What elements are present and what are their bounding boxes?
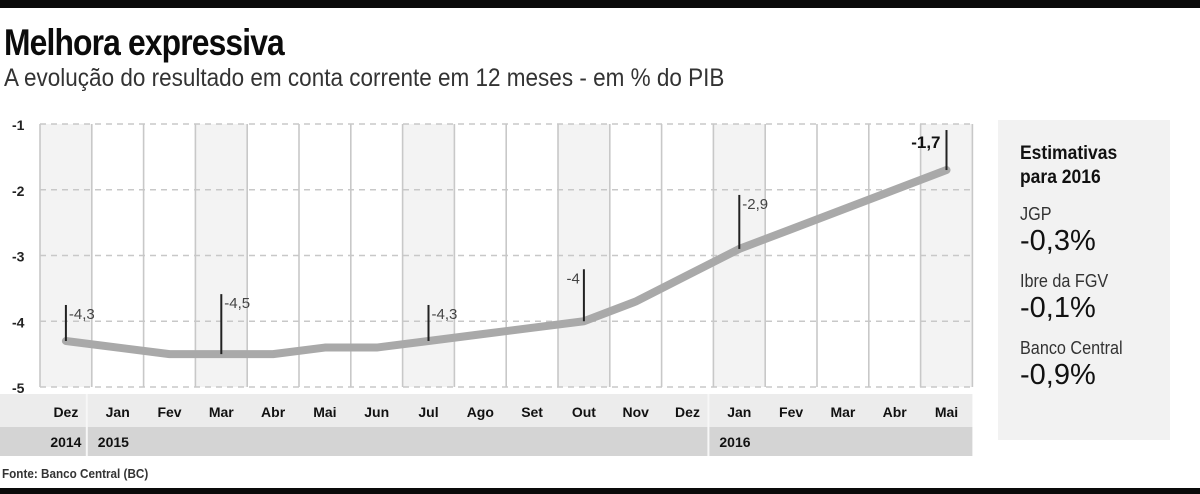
month-label: Mai: [935, 404, 958, 420]
y-tick-label: -4: [12, 314, 25, 330]
month-label: Mar: [830, 404, 855, 420]
month-label: Dez: [675, 404, 700, 420]
data-label: -4: [567, 270, 580, 287]
estimates-title-line2: para 2016: [1020, 167, 1101, 188]
estimate-item-jgp: JGP -0,3%: [1020, 204, 1170, 257]
month-band: [0, 394, 973, 427]
month-label: Fev: [779, 404, 803, 420]
month-label: Jun: [364, 404, 389, 420]
month-label: Mar: [209, 404, 234, 420]
chart-canvas: -1 -2 -3 -4 -5 Dez Jan Fev Mar Abr Mai Jun Jul Ago Set…: [0, 117, 974, 456]
estimate-value: -0,3%: [1020, 225, 1096, 257]
month-label: Jul: [418, 404, 438, 420]
estimate-label: JGP: [1020, 204, 1052, 224]
chart-title: Melhora expressiva: [4, 22, 285, 63]
estimates-title-line1: Estimativas: [1020, 143, 1118, 164]
data-line: [61, 166, 951, 359]
data-label: -4,3: [432, 306, 458, 323]
data-label: -1,7: [911, 133, 940, 152]
data-label: -2,9: [742, 196, 768, 213]
month-label: Jan: [727, 404, 751, 420]
month-label: Nov: [622, 404, 649, 420]
top-border-bar: [0, 0, 1200, 8]
line-chart: -1 -2 -3 -4 -5 Dez Jan Fev Mar Abr Mai Jun Jul Ago Set…: [0, 110, 980, 460]
year-label: 2015: [98, 434, 129, 450]
chart-subtitle: A evolução do resultado em conta corrent…: [4, 64, 725, 92]
y-tick-label: -1: [12, 117, 25, 133]
month-label: Dez: [53, 404, 78, 420]
estimate-value: -0,9%: [1020, 359, 1096, 391]
estimates-panel: Estimativas para 2016 JGP -0,3% Ibre da …: [998, 120, 1170, 440]
month-label: Abr: [883, 404, 908, 420]
year-band: [0, 427, 973, 456]
month-label: Fev: [157, 404, 181, 420]
data-label: -4,3: [69, 306, 95, 323]
y-tick-label: -3: [12, 249, 25, 265]
month-label: Out: [572, 404, 596, 420]
month-label: Set: [521, 404, 543, 420]
month-label: Abr: [261, 404, 286, 420]
data-label: -4,5: [224, 295, 250, 312]
estimate-label: Banco Central: [1020, 338, 1123, 358]
month-label: Mai: [313, 404, 336, 420]
year-label: 2016: [719, 434, 750, 450]
month-label: Ago: [467, 404, 494, 420]
estimate-value: -0,1%: [1020, 292, 1096, 324]
source-note: Fonte: Banco Central (BC): [2, 466, 149, 481]
month-label: Jan: [106, 404, 130, 420]
estimates-title: Estimativas para 2016: [1020, 142, 1158, 190]
y-tick-label: -5: [12, 380, 25, 396]
year-label: 2014: [50, 434, 81, 450]
estimate-label: Ibre da FGV: [1020, 271, 1109, 291]
y-tick-label: -2: [12, 183, 25, 199]
bottom-border-bar: [0, 488, 1200, 494]
estimate-item-bc: Banco Central -0,9%: [1020, 338, 1170, 391]
estimate-item-ibre: Ibre da FGV -0,1%: [1020, 271, 1170, 324]
